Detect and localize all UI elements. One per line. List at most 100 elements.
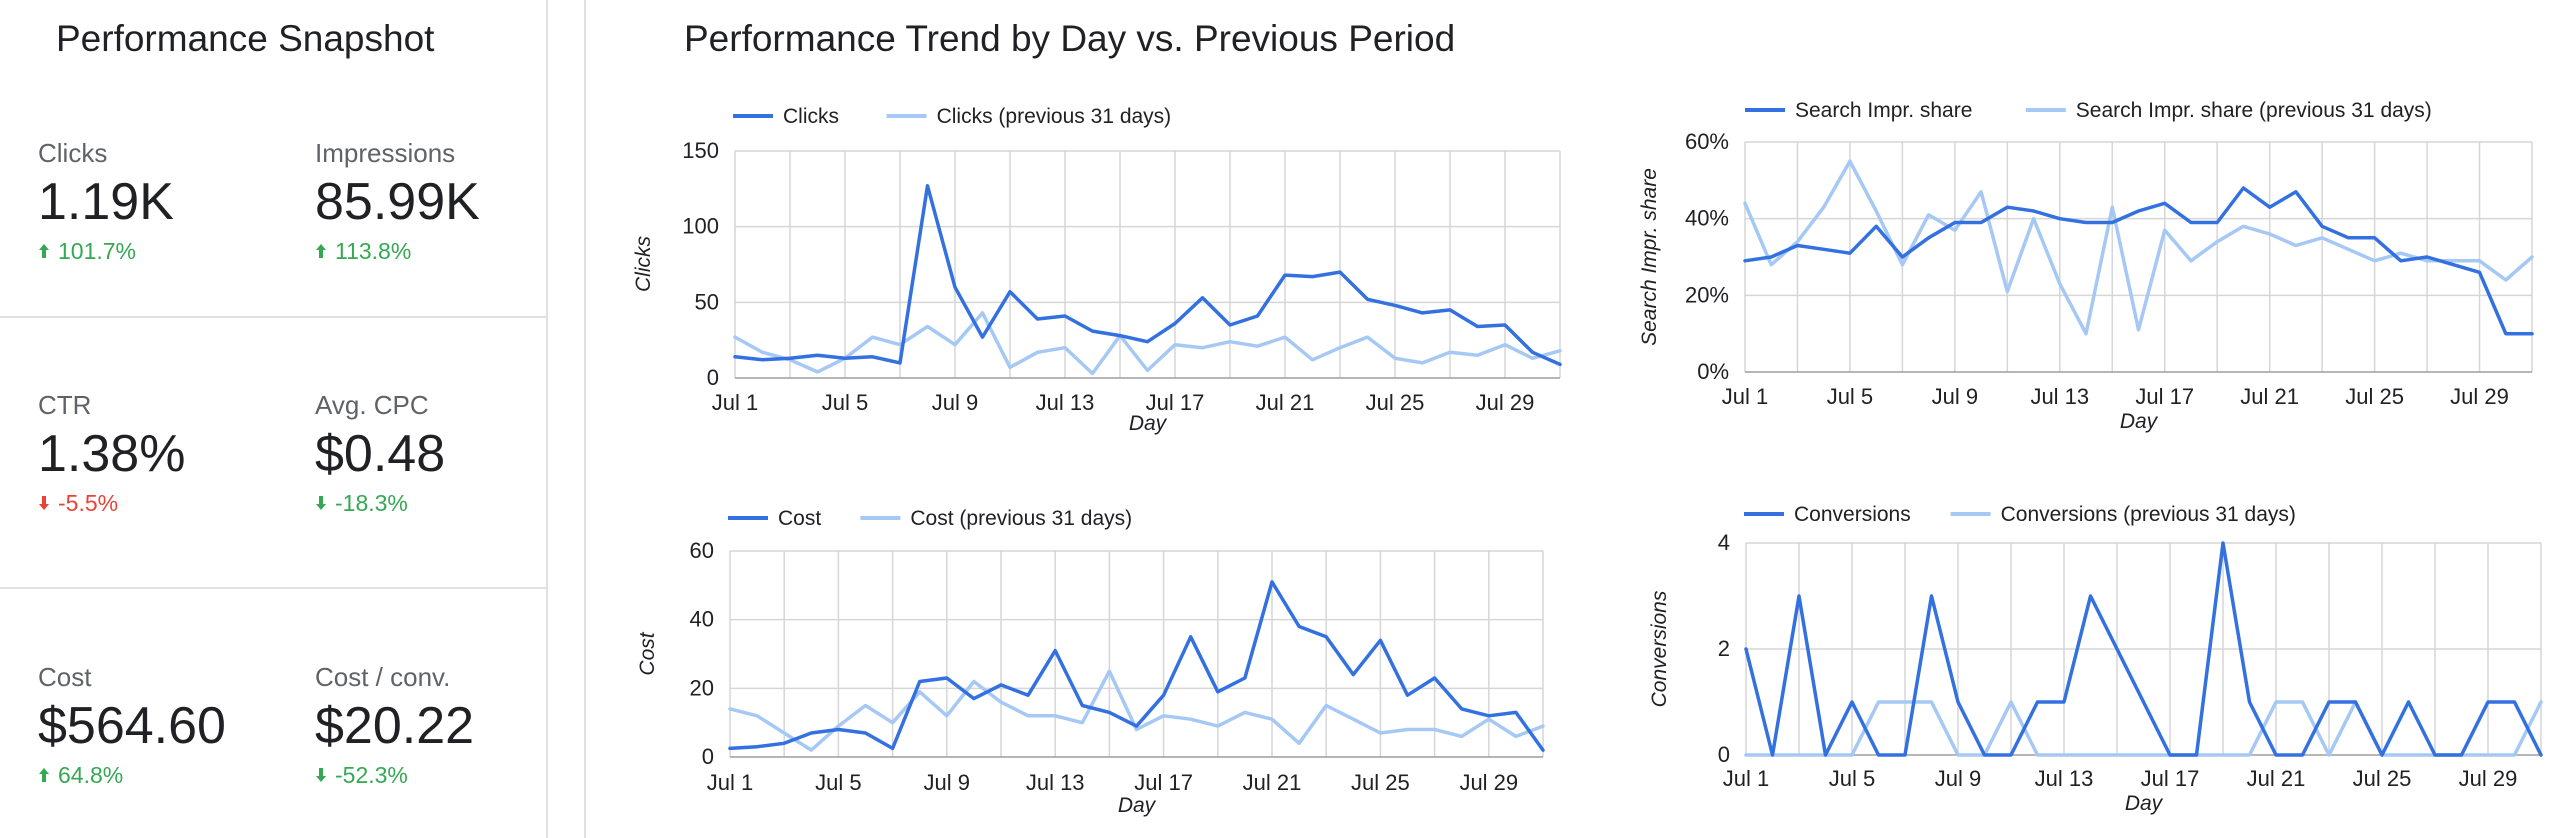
x-tick-label: Jul 1: [707, 770, 753, 795]
x-tick-label: Jul 17: [1134, 770, 1193, 795]
metric-label: Cost / conv.: [315, 662, 451, 692]
series-line-current: [728, 580, 1545, 752]
metric-delta: 101.7%: [38, 238, 298, 265]
arrow-up-icon: [39, 244, 49, 259]
metric-card: Avg. CPC $0.48 -18.3%: [315, 390, 575, 517]
y-tick-label: 100: [682, 214, 719, 239]
series-line-current: [1743, 186, 2534, 336]
x-tick-label: Jul 13: [1026, 770, 1085, 795]
arrow-down-icon: [316, 496, 326, 511]
x-axis-title: Day: [2125, 792, 2164, 815]
y-tick-label: 60: [690, 538, 714, 563]
y-tick-label: 40: [690, 607, 714, 632]
y-tick-label: 50: [695, 289, 719, 314]
x-tick-label: Jul 29: [2450, 384, 2509, 409]
y-axis-title: Cost: [636, 631, 659, 675]
x-tick-label: Jul 17: [1146, 390, 1205, 415]
metric-label: Avg. CPC: [315, 390, 429, 420]
y-tick-label: 0: [707, 365, 719, 390]
x-tick-label: Jul 25: [1351, 770, 1410, 795]
series-line-previous: [728, 669, 1545, 752]
snapshot-title: Performance Snapshot: [56, 18, 435, 59]
y-tick-label: 2: [1718, 636, 1730, 661]
arrow-down-icon: [316, 768, 326, 783]
legend-label: Clicks: [783, 105, 839, 128]
x-tick-label: Jul 29: [2459, 766, 2518, 791]
search-impr-share-chart-group: 0% 20% 40% 60% Jul 1 Jul 5 Jul 9 Jul 13 Jul 17 Ju…: [1638, 99, 2534, 433]
x-tick-label: Jul 5: [1829, 766, 1875, 791]
x-tick-label: Jul 21: [2247, 766, 2306, 791]
x-axis-title: Day: [1118, 794, 1157, 817]
metric-delta-value: 101.7%: [58, 237, 137, 264]
metric-delta-value: 64.8%: [58, 761, 124, 788]
x-tick-label: Jul 5: [822, 390, 868, 415]
x-tick-label: Jul 9: [1932, 384, 1978, 409]
y-tick-label: 0: [1718, 742, 1730, 767]
x-tick-label: Jul 9: [1935, 766, 1981, 791]
trend-title: Performance Trend by Day vs. Previous Pe…: [684, 18, 1456, 59]
y-tick-label: 0: [702, 744, 714, 769]
metric-card: Clicks 1.19K 101.7%: [38, 138, 298, 265]
x-tick-label: Jul 5: [815, 770, 861, 795]
metric-value: 1.38%: [38, 425, 186, 483]
x-tick-label: Jul 25: [2353, 766, 2412, 791]
y-tick-label: 60%: [1685, 129, 1729, 154]
legend-label: Search Impr. share (previous 31 days): [2076, 99, 2432, 122]
metric-card: Cost $564.60 64.8%: [38, 662, 298, 789]
y-tick-label: 20: [690, 675, 714, 700]
x-tick-label: Jul 1: [1723, 766, 1769, 791]
metric-card: Cost / conv. $20.22 -52.3%: [315, 662, 575, 789]
x-tick-label: Jul 17: [2135, 384, 2194, 409]
y-axis-title: Clicks: [632, 236, 655, 292]
x-tick-label: Jul 1: [1722, 384, 1768, 409]
x-tick-label: Jul 13: [1036, 390, 1095, 415]
legend-label: Conversions: [1794, 503, 1911, 526]
series-line-current: [733, 184, 1562, 367]
snapshot-right-divider: [546, 0, 548, 838]
metric-delta: -5.5%: [38, 490, 298, 517]
arrow-up-icon: [316, 244, 326, 259]
metric-value: $0.48: [315, 425, 446, 483]
arrow-down-icon: [39, 496, 49, 511]
metric-delta-value: -5.5%: [58, 489, 119, 516]
series-line-previous: [1743, 159, 2534, 336]
x-tick-label: Jul 9: [924, 770, 970, 795]
metric-delta-value: -52.3%: [335, 761, 408, 788]
y-tick-label: 4: [1718, 530, 1730, 555]
metric-label: Impressions: [315, 138, 456, 168]
metric-value: 1.19K: [38, 173, 174, 231]
metric-label: Cost: [38, 662, 92, 692]
legend-label: Conversions (previous 31 days): [2001, 503, 2296, 526]
metric-card: CTR 1.38% -5.5%: [38, 390, 298, 517]
snapshot-row-divider-1: [0, 316, 546, 318]
x-tick-label: Jul 17: [2141, 766, 2200, 791]
x-tick-label: Jul 21: [1243, 770, 1302, 795]
conversions-chart-group: 0 2 4 Jul 1 Jul 5 Jul 9 Jul 13 Jul 17 Jul 21 Jul …: [1648, 503, 2543, 815]
metric-value: 85.99K: [315, 173, 480, 231]
x-tick-label: Jul 29: [1476, 390, 1535, 415]
metric-value: $564.60: [38, 697, 226, 755]
y-axis-title: Search Impr. share: [1638, 168, 1661, 346]
x-tick-label: Jul 13: [2030, 384, 2089, 409]
metric-delta: -52.3%: [315, 762, 575, 789]
cost-chart-group: 0 20 40 60 Jul 1 Jul 5 Jul 9 Jul 13 Jul 17 Jul 21…: [636, 507, 1545, 817]
trend-left-divider: [584, 0, 586, 838]
x-axis-title: Day: [1129, 412, 1168, 435]
arrow-up-icon: [39, 768, 49, 783]
x-tick-label: Jul 25: [1366, 390, 1425, 415]
clicks-chart-group: 0 50 100 150 Jul 1 Jul 5 Jul 9 Jul 13 Jul 17 Jul …: [632, 105, 1562, 435]
y-tick-label: 40%: [1685, 206, 1729, 231]
metric-delta-value: 113.8%: [335, 237, 412, 264]
snapshot-row-divider-2: [0, 587, 546, 589]
x-tick-label: Jul 5: [1827, 384, 1873, 409]
x-tick-label: Jul 13: [2035, 766, 2094, 791]
metric-card: Impressions 85.99K 113.8%: [315, 138, 575, 265]
x-axis-title: Day: [2120, 410, 2159, 433]
y-tick-label: 20%: [1685, 282, 1729, 307]
legend-label: Cost (previous 31 days): [910, 507, 1132, 530]
y-tick-label: 150: [682, 138, 719, 163]
metric-label: Clicks: [38, 138, 108, 168]
legend-label: Search Impr. share: [1795, 99, 1972, 122]
legend-label: Clicks (previous 31 days): [937, 105, 1172, 128]
y-axis-title: Conversions: [1648, 590, 1671, 707]
